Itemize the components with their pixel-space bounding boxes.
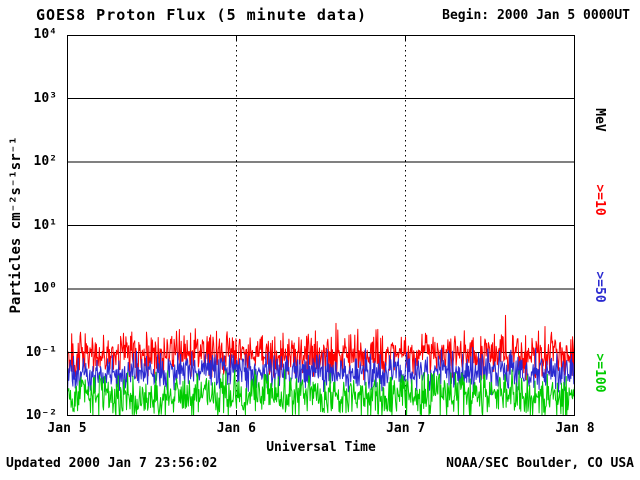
y-tick-label: 10³ (33, 90, 57, 106)
flux-series-gtegte10 (67, 314, 575, 381)
x-tick-label: Jan 5 (47, 421, 87, 436)
credit-label: NOAA/SEC Boulder, CO USA (446, 456, 634, 471)
updated-timestamp: Updated 2000 Jan 7 23:56:02 (6, 456, 218, 471)
y-tick-label: 10⁴ (33, 27, 57, 42)
series-label-gte10: >=10 (592, 184, 607, 216)
y-tick-label: 10⁰ (33, 281, 57, 296)
y-tick-label: 10¹ (33, 217, 57, 233)
x-axis-title: Universal Time (266, 440, 376, 455)
series-label-gte50: >=50 (592, 271, 607, 303)
flux-series-gtegte50 (67, 346, 575, 396)
flux-series-gtegte100 (67, 369, 575, 416)
y-tick-label: 10⁻¹ (25, 344, 57, 360)
flux-plot-area (67, 35, 575, 416)
y-tick-label: 10² (33, 154, 57, 169)
y-tick-label: 10⁻² (25, 408, 57, 423)
x-tick-label: Jan 6 (216, 421, 256, 436)
chart-title: GOES8 Proton Flux (5 minute data) (36, 6, 368, 24)
begin-time-label: Begin: 2000 Jan 5 0000UT (442, 8, 630, 23)
x-tick-label: Jan 8 (555, 421, 595, 436)
series-label-gte100: >=100 (592, 353, 607, 393)
y-axis-tick-labels: 10⁴ 10³ 10² 10¹ 10⁰ 10⁻¹ 10⁻² (0, 27, 62, 423)
right-axis-unit-label: MeV (592, 108, 607, 132)
x-tick-label: Jan 7 (386, 421, 426, 436)
x-axis-tick-labels: Jan 5 Jan 6 Jan 7 Jan 8 (47, 421, 594, 437)
